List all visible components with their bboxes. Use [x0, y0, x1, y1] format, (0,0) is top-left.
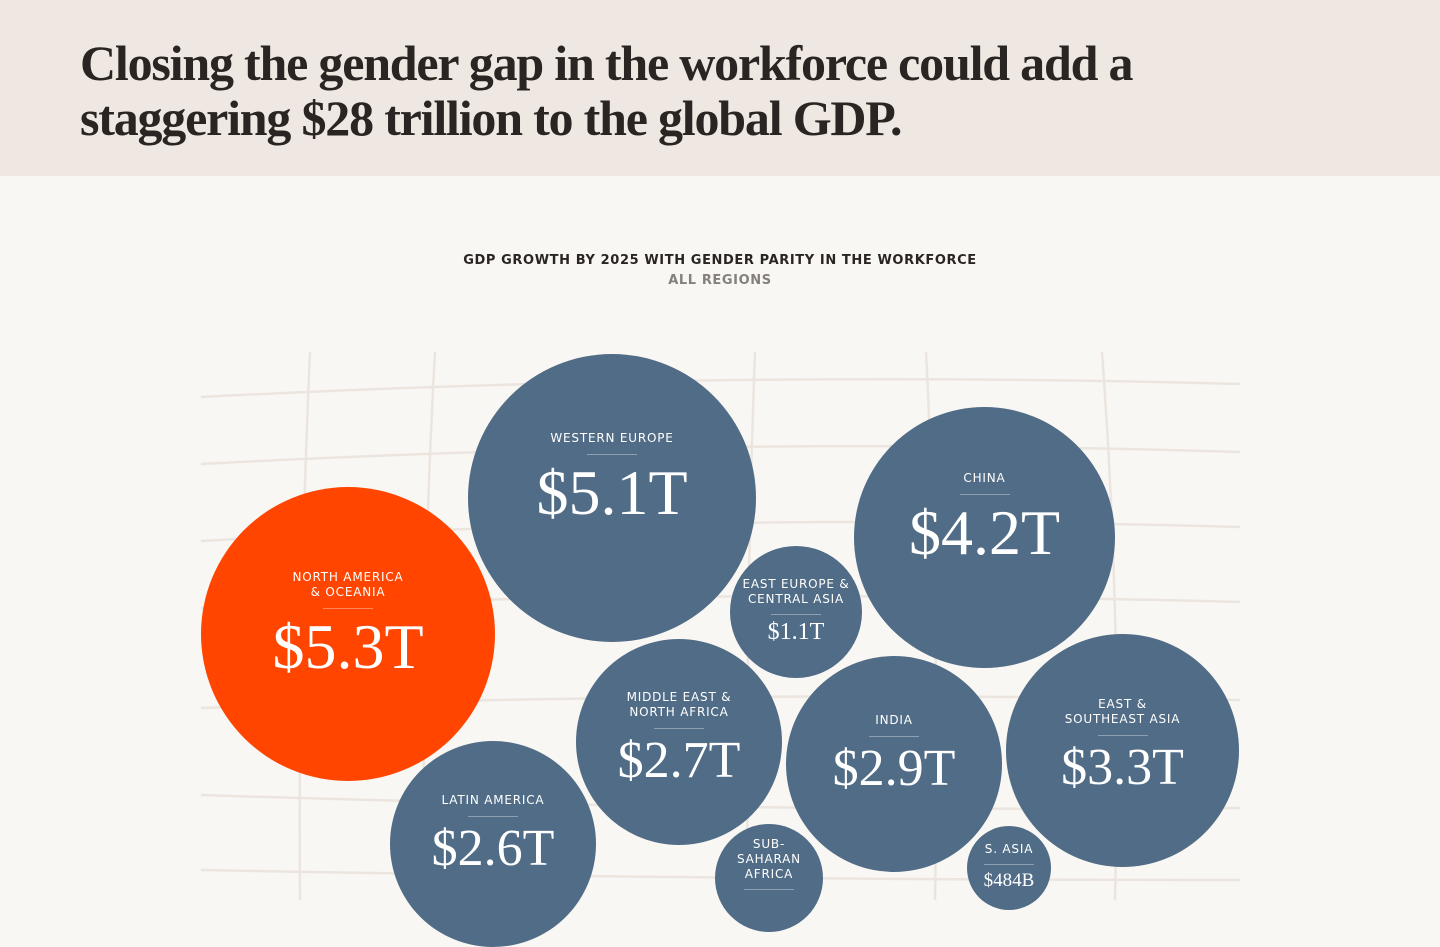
label-divider — [468, 816, 518, 817]
label-divider — [869, 736, 919, 737]
bubble-east-southeast-asia[interactable]: EAST & SOUTHEAST ASIA $3.3T — [1006, 634, 1239, 867]
bubble-china[interactable]: CHINA $4.2T — [854, 407, 1115, 668]
bubble-label: MIDDLE EAST & NORTH AFRICA — [626, 689, 732, 719]
bubble-label: EAST EUROPE & CENTRAL ASIA — [742, 576, 850, 606]
chart-title: GDP GROWTH BY 2025 WITH GENDER PARITY IN… — [463, 253, 977, 268]
bubble-label: LATIN AMERICA — [441, 793, 545, 807]
label-divider — [771, 613, 821, 615]
label-divider — [323, 607, 373, 609]
header-banner: Closing the gender gap in the workforce … — [0, 0, 1440, 176]
bubble-south-asia[interactable]: S. ASIA $484B — [967, 826, 1051, 910]
label-divider — [744, 889, 794, 890]
bubble-middle-east-north-africa[interactable]: MIDDLE EAST & NORTH AFRICA $2.7T — [576, 639, 782, 845]
bubble-india[interactable]: INDIA $2.9T — [786, 656, 1002, 872]
bubble-sub-saharan-africa[interactable]: SUB- SAHARAN AFRICA — [715, 824, 823, 932]
label-divider — [959, 493, 1010, 495]
bubble-value: $3.3T — [1061, 739, 1184, 796]
label-divider — [654, 727, 704, 729]
bubble-north-america-oceania[interactable]: NORTH AMERICA & OCEANIA $5.3T — [201, 487, 495, 781]
page-headline: Closing the gender gap in the workforce … — [80, 35, 1134, 146]
bubble-latin-america[interactable]: LATIN AMERICA $2.6T — [390, 741, 596, 947]
bubble-label: CHINA — [963, 470, 1006, 485]
bubble-value: $4.2T — [908, 496, 1061, 568]
bubble-western-europe[interactable]: WESTERN EUROPE $5.1T — [468, 354, 756, 642]
label-divider — [1097, 735, 1148, 736]
bubble-value: $484B — [983, 870, 1035, 891]
bubble-value: $2.9T — [832, 740, 956, 797]
bubble-value: $2.6T — [431, 820, 555, 877]
bubble-value: $1.1T — [767, 618, 825, 645]
chart-subtitle: ALL REGIONS — [668, 273, 772, 288]
bubble-label: NORTH AMERICA & OCEANIA — [292, 569, 404, 599]
label-divider — [984, 864, 1034, 865]
bubble-value: $2.7T — [617, 731, 741, 789]
bubble-label: EAST & SOUTHEAST ASIA — [1064, 697, 1181, 726]
bubble-value: $5.3T — [272, 610, 424, 682]
bubble-east-europe-central-asia[interactable]: EAST EUROPE & CENTRAL ASIA $1.1T — [730, 546, 862, 678]
bubble-label: INDIA — [875, 713, 913, 727]
bubble-label: WESTERN EUROPE — [550, 431, 674, 445]
bubble-label: SUB- SAHARAN AFRICA — [737, 837, 801, 881]
bubble-value: $5.1T — [536, 457, 688, 528]
bubble-label: S. ASIA — [984, 842, 1034, 856]
label-divider — [587, 454, 637, 455]
